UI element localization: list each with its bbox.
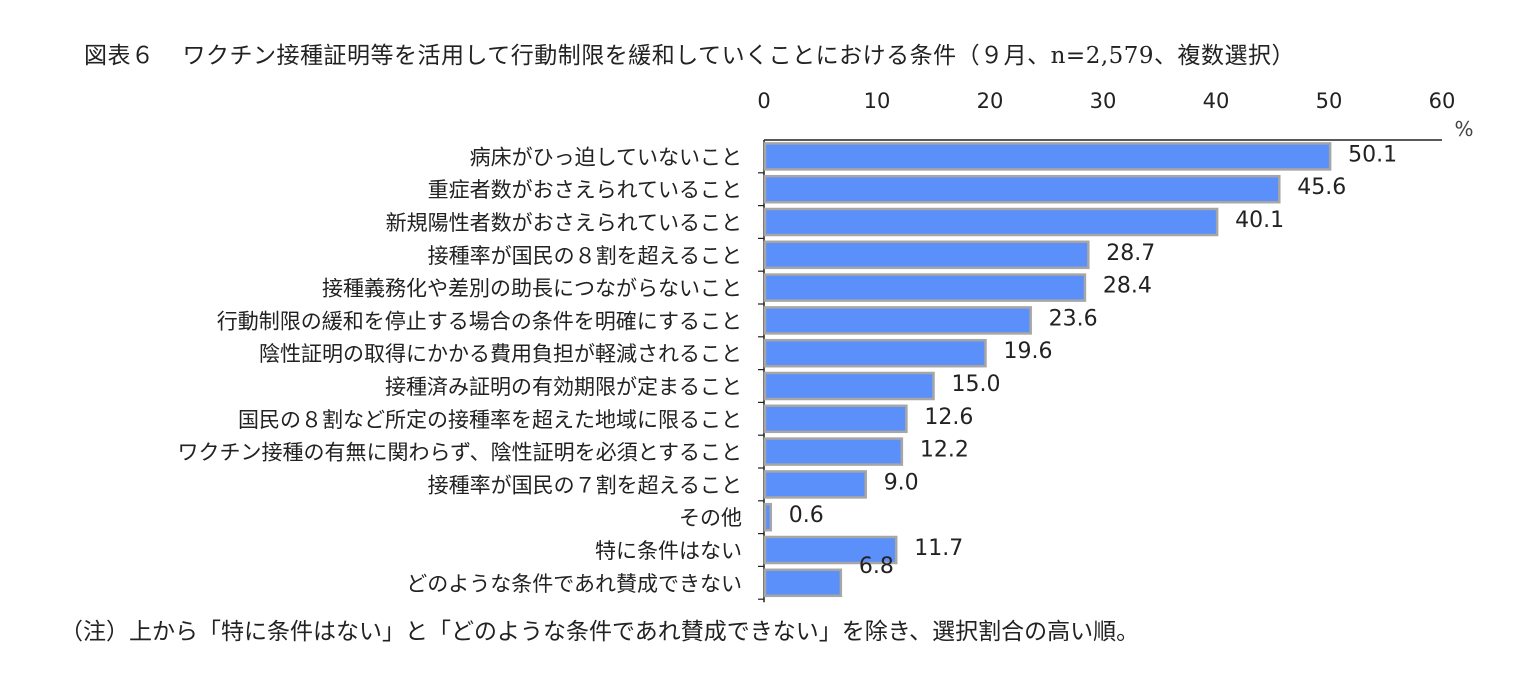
bar bbox=[763, 535, 898, 565]
x-tick-label: 20 bbox=[977, 89, 1004, 113]
data-label: 45.6 bbox=[1297, 175, 1346, 200]
bar bbox=[763, 174, 1281, 204]
category-label: 行動制限の緩和を停止する場合の条件を明確にすること bbox=[217, 309, 742, 333]
data-label: 9.0 bbox=[884, 470, 919, 495]
bar bbox=[763, 437, 904, 466]
category-label: 国民の８割など所定の接種率を超えた地域に限ること bbox=[238, 408, 742, 432]
data-label: 11.7 bbox=[914, 536, 963, 561]
category-label: 接種義務化や差別の助長につながらないこと bbox=[322, 277, 742, 301]
category-label: 特に条件はない bbox=[595, 539, 742, 563]
data-label: 50.1 bbox=[1348, 142, 1397, 167]
x-tick-label: 30 bbox=[1090, 89, 1117, 113]
bar bbox=[763, 502, 773, 532]
category-label: どのような条件であれ賛成できない bbox=[406, 572, 742, 596]
data-label: 15.0 bbox=[952, 372, 1001, 397]
bar bbox=[763, 371, 935, 401]
x-tick-label: 50 bbox=[1316, 89, 1343, 113]
data-label: 28.4 bbox=[1103, 274, 1152, 299]
category-label: 重症者数がおさえられていること bbox=[428, 178, 742, 202]
data-label: 0.6 bbox=[789, 503, 824, 528]
figure-title: ワクチン接種証明等を活用して行動制限を緩和していくことにおける条件（９月、n=2… bbox=[182, 43, 1296, 69]
bar bbox=[763, 404, 908, 434]
category-label: 接種率が国民の８割を超えること bbox=[428, 244, 742, 268]
category-label: ワクチン接種の有無に関わらず、陰性証明を必須とすること bbox=[178, 441, 742, 465]
data-label: 6.8 bbox=[859, 554, 894, 579]
figure-label: 図表６ bbox=[84, 43, 155, 69]
bar bbox=[763, 338, 987, 368]
bar bbox=[763, 568, 843, 598]
x-tick-label: 0 bbox=[757, 89, 770, 113]
footnote: （注）上から「特に条件はない」と「どのような条件であれ賛成できない」を除き、選択… bbox=[60, 619, 1140, 645]
category-label: 接種済み証明の有効期限が定まること bbox=[385, 375, 742, 399]
category-label: 接種率が国民の７割を超えること bbox=[428, 473, 742, 497]
x-tick-label: 10 bbox=[864, 89, 891, 113]
category-label: 陰性証明の取得にかかる費用負担が軽減されること bbox=[259, 342, 742, 366]
x-tick-label: 40 bbox=[1203, 89, 1230, 113]
data-label: 40.1 bbox=[1235, 208, 1284, 233]
bar bbox=[763, 273, 1087, 302]
category-label: その他 bbox=[679, 506, 742, 530]
data-label: 12.6 bbox=[924, 405, 973, 430]
category-label: 病床がひっ迫していないこと bbox=[470, 145, 742, 169]
bar bbox=[763, 306, 1032, 335]
data-label: 28.7 bbox=[1106, 241, 1155, 266]
category-label: 新規陽性者数がおさえられていること bbox=[386, 211, 742, 235]
bar bbox=[763, 470, 867, 499]
data-label: 19.6 bbox=[1003, 339, 1052, 364]
bar bbox=[763, 207, 1219, 237]
chart-title: 図表６ ワクチン接種証明等を活用して行動制限を緩和していくことにおける条件（９月、… bbox=[84, 36, 1295, 70]
x-tick-label: 60 bbox=[1429, 89, 1456, 113]
bar bbox=[763, 142, 1332, 171]
unit-label: % bbox=[1454, 117, 1473, 141]
data-label: 12.2 bbox=[920, 438, 969, 463]
bar bbox=[763, 240, 1090, 270]
data-label: 23.6 bbox=[1049, 306, 1098, 331]
